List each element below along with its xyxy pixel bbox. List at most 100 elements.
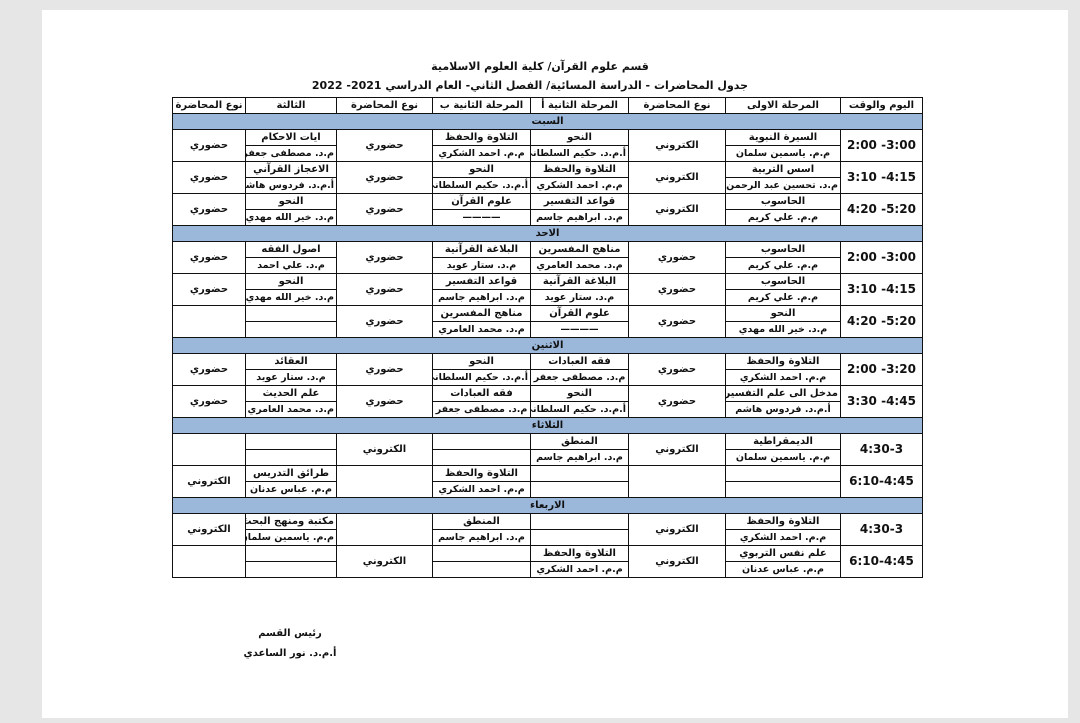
lecture-type: حضوري	[172, 161, 246, 194]
day-header: السبت	[172, 113, 923, 130]
table-row-teacher: م.م. علي كريم م.د. محمد العامري م.د. ستار …	[173, 257, 923, 274]
stage2a-teacher: م.د. ستار عويد	[530, 289, 629, 306]
lecture-type: حضوري	[336, 305, 433, 338]
stage2b-teacher: م.د. ابراهيم جاسم	[432, 289, 531, 306]
stage1-teacher: م.م. علي كريم	[725, 209, 841, 226]
stage1-teacher: م.م. عباس عدنان	[725, 561, 841, 578]
table-row: 4:30-3 الديمقراطية الكتروني المنطق الكتروني	[172, 433, 923, 466]
lecture-type: حضوري	[336, 353, 433, 386]
column-header: اليوم والوقت	[840, 97, 923, 114]
stage3-teacher: م.د. مصطفى جعفر	[245, 145, 337, 162]
stage2b-teacher	[432, 449, 531, 466]
stage2a-subject: قواعد التفسير	[530, 193, 629, 210]
stage2b-subject: التلاوة والحفظ	[432, 129, 531, 146]
stage2b-teacher: م.د. ستار عويد	[432, 257, 531, 274]
stage3-subject: علم الحديث	[245, 385, 337, 402]
stage2a-subject: النحو	[530, 385, 629, 402]
lecture-type	[336, 465, 433, 498]
stage2b-teacher: م.م. احمد الشكري	[432, 481, 531, 498]
lecture-type	[336, 513, 433, 546]
stage2b-subject: البلاغة القرآنية	[432, 241, 531, 258]
column-header: الثالثة	[245, 97, 337, 114]
stage1-subject: التلاوة والحفظ	[725, 513, 841, 530]
stage3-subject: اصول الفقه	[245, 241, 337, 258]
stage2a-subject	[530, 465, 629, 482]
table-row: 5:20- 4:20 النحو حضوري علوم القرآن مناهج الم…	[172, 305, 923, 338]
stage1-subject: اسس التربية	[725, 161, 841, 178]
stage3-teacher: م.د. محمد العامري	[245, 401, 337, 418]
lecture-type	[628, 465, 726, 498]
stage2a-subject: فقه العبادات	[530, 353, 629, 370]
table-row-teacher: م.م. ياسمين سلمان أ.م.د. حكيم السلطاني م.م…	[173, 145, 923, 162]
day-header: الاربعاء	[172, 497, 923, 514]
lecture-type: حضوري	[628, 241, 726, 274]
lecture-type: الكتروني	[628, 129, 726, 162]
stage1-subject: الديمقراطية	[725, 433, 841, 450]
lecture-type: الكتروني	[628, 433, 726, 466]
table-row-teacher: م.م. احمد الشكري م.د. ابراهيم جاسم م.م. يا…	[173, 529, 923, 546]
stage3-subject	[245, 433, 337, 450]
table-row: 4:30-3 التلاوة والحفظ الكتروني المنطق مكتبة …	[172, 513, 923, 546]
stage1-teacher: م.د. تحسين عبد الرحمن	[725, 177, 841, 194]
table-row: 6:10-4:45 علم نفس التربوي الكتروني التلاوة …	[172, 545, 923, 578]
time-slot: 5:20- 4:20	[840, 305, 923, 338]
table-row: 3:00- 2:00 الحاسوب حضوري مناهج المفسرين البل…	[172, 241, 923, 274]
stage2a-subject: التلاوة والحفظ	[530, 161, 629, 178]
stage2a-teacher: أ.م.د. حكيم السلطاني	[530, 401, 629, 418]
stage2b-teacher: أ.م.د. حكيم السلطاني	[432, 369, 531, 386]
lecture-type: حضوري	[172, 241, 246, 274]
stage3-teacher: م.د. ستار عويد	[245, 369, 337, 386]
stage1-teacher	[725, 481, 841, 498]
time-slot: 4:30-3	[840, 513, 923, 546]
stage2a-teacher: م.د. ابراهيم جاسم	[530, 209, 629, 226]
lecture-type	[172, 305, 246, 338]
day-header: الاثنين	[172, 337, 923, 354]
stage3-subject	[245, 545, 337, 562]
lecture-type: الكتروني	[628, 193, 726, 226]
table-row-teacher: م.د. خير الله مهدي ———— م.د. محمد العامري	[173, 321, 923, 338]
stage3-subject: طرائق التدريس	[245, 465, 337, 482]
stage3-subject: الاعجاز القرآني	[245, 161, 337, 178]
stage1-teacher: م.م. احمد الشكري	[725, 529, 841, 546]
stage2b-teacher: م.د. محمد العامري	[432, 321, 531, 338]
lecture-type: الكتروني	[336, 545, 433, 578]
time-slot: 3:20- 2:00	[840, 353, 923, 386]
document-title: قسم علوم القرآن/ كلية العلوم الاسلامية	[431, 60, 649, 73]
stage2b-teacher: ————	[432, 209, 531, 226]
document-subtitle: جدول المحاضرات - الدراسة المسائية/ الفصل…	[311, 79, 749, 92]
stage2b-subject: علوم القرآن	[432, 193, 531, 210]
lecture-type: الكتروني	[628, 161, 726, 194]
time-slot: 6:10-4:45	[840, 545, 923, 578]
table-row: 3:20- 2:00 التلاوة والحفظ حضوري فقه العبادا…	[172, 353, 923, 386]
stage1-subject: السيرة النبوية	[725, 129, 841, 146]
table-row-teacher: م.م. ياسمين سلمان م.د. ابراهيم جاسم	[173, 449, 923, 466]
stage2b-teacher: أ.م.د. حكيم السلطاني	[432, 177, 531, 194]
stage2a-teacher: أ.م.د. حكيم السلطاني	[530, 145, 629, 162]
stage1-teacher: م.م. ياسمين سلمان	[725, 145, 841, 162]
stage1-teacher: م.د. خير الله مهدي	[725, 321, 841, 338]
stage1-subject	[725, 465, 841, 482]
stage2a-teacher	[530, 481, 629, 498]
stage2a-teacher: م.م. احمد الشكري	[530, 561, 629, 578]
table-row-teacher: أ.م.د. فردوس هاشم أ.م.د. حكيم السلطاني م.د…	[173, 401, 923, 418]
stage1-subject: علم نفس التربوي	[725, 545, 841, 562]
stage2b-subject	[432, 433, 531, 450]
table-row-teacher: م.م. احمد الشكري م.م. عباس عدنان	[173, 481, 923, 498]
stage2b-subject: قواعد التفسير	[432, 273, 531, 290]
stage3-subject	[245, 305, 337, 322]
stage3-teacher	[245, 321, 337, 338]
lecture-type: حضوري	[336, 129, 433, 162]
lecture-type: حضوري	[628, 353, 726, 386]
stage2b-subject: التلاوة والحفظ	[432, 465, 531, 482]
lecture-type: حضوري	[172, 385, 246, 418]
stage2a-subject: النحو	[530, 129, 629, 146]
lecture-type: حضوري	[336, 385, 433, 418]
stage1-teacher: م.م. علي كريم	[725, 257, 841, 274]
stage2b-subject: المنطق	[432, 513, 531, 530]
stage2a-teacher: ————	[530, 321, 629, 338]
stage3-teacher: م.م. ياسمين سلمان	[245, 529, 337, 546]
signature-name: أ.م.د. نور الساعدي	[243, 648, 337, 659]
stage2b-teacher	[432, 561, 531, 578]
table-row-teacher: م.م. عباس عدنان م.م. احمد الشكري	[173, 561, 923, 578]
stage1-teacher: م.م. علي كريم	[725, 289, 841, 306]
